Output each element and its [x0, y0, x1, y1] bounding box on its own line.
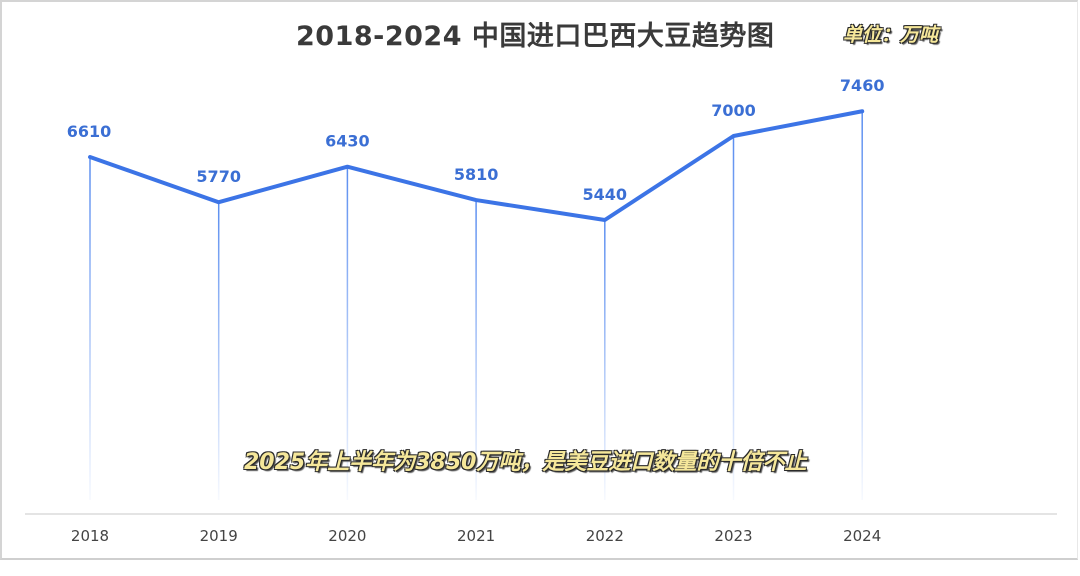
x-tick-label: 2024 — [843, 527, 881, 545]
drop-line — [346, 166, 349, 500]
drop-line — [604, 220, 606, 500]
x-tick-label: 2021 — [457, 527, 495, 545]
x-tick-label: 2023 — [714, 527, 752, 545]
drop-line — [732, 135, 735, 500]
drop-line — [861, 111, 863, 500]
x-tick-label: 2022 — [586, 527, 624, 545]
annotation-text: 2025年上半年为3850万吨，是美豆进口数量的十倍不止 — [244, 450, 807, 475]
x-axis-labels: 2018 2019 2020 2021 2022 2023 2024 — [71, 527, 881, 545]
drop-line — [475, 200, 477, 500]
data-label: 6610 — [67, 122, 112, 141]
x-tick-label: 2018 — [71, 527, 109, 545]
data-label: 6430 — [325, 132, 370, 151]
series-line — [88, 109, 865, 223]
unit-label: 单位：万吨 — [843, 24, 939, 46]
drop-line — [89, 157, 91, 500]
data-label: 5810 — [454, 165, 499, 184]
data-label: 7000 — [711, 101, 756, 120]
data-label: 7460 — [840, 76, 885, 95]
data-label: 5770 — [196, 167, 241, 186]
data-label: 5440 — [583, 185, 628, 204]
chart-frame — [0, 0, 1078, 560]
value-labels: 6610 5770 6430 5810 5440 7000 7460 — [67, 76, 885, 204]
x-tick-label: 2020 — [328, 527, 366, 545]
drop-line — [217, 202, 220, 500]
chart-title: 2018-2024 中国进口巴西大豆趋势图 — [296, 21, 775, 52]
drop-lines — [89, 111, 863, 500]
x-tick-label: 2019 — [200, 527, 238, 545]
